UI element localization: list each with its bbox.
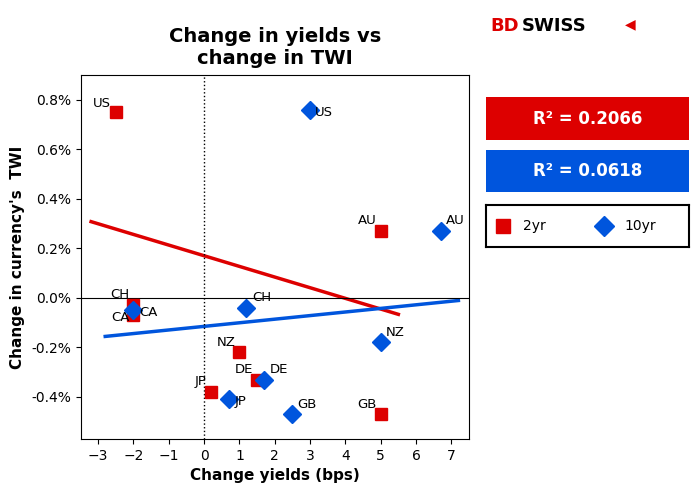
Text: DE: DE: [234, 363, 253, 376]
Text: GB: GB: [298, 398, 317, 411]
Text: R² = 0.0618: R² = 0.0618: [533, 162, 643, 180]
Text: NZ: NZ: [216, 336, 235, 349]
Text: US: US: [316, 106, 333, 119]
Title: Change in yields vs
change in TWI: Change in yields vs change in TWI: [169, 27, 381, 68]
X-axis label: Change yields (bps): Change yields (bps): [190, 469, 360, 484]
Text: CA: CA: [139, 306, 157, 319]
Text: AU: AU: [446, 214, 465, 227]
Text: JP: JP: [195, 375, 207, 388]
Text: US: US: [92, 96, 111, 110]
Text: JP: JP: [234, 395, 246, 408]
Text: GB: GB: [357, 398, 377, 411]
Text: R² = 0.2066: R² = 0.2066: [533, 109, 643, 128]
Text: 10yr: 10yr: [624, 219, 656, 233]
Text: 2yr: 2yr: [523, 219, 546, 233]
Text: ◀: ◀: [625, 17, 636, 31]
Text: CH: CH: [252, 291, 271, 304]
Text: NZ: NZ: [386, 326, 405, 339]
Text: CA: CA: [111, 311, 130, 324]
Text: AU: AU: [358, 214, 377, 227]
Text: SWISS: SWISS: [522, 17, 587, 35]
Text: DE: DE: [270, 363, 288, 376]
Y-axis label: Change in currency's  TWI: Change in currency's TWI: [10, 145, 25, 369]
Text: BD: BD: [490, 17, 519, 35]
Text: CH: CH: [110, 288, 130, 301]
